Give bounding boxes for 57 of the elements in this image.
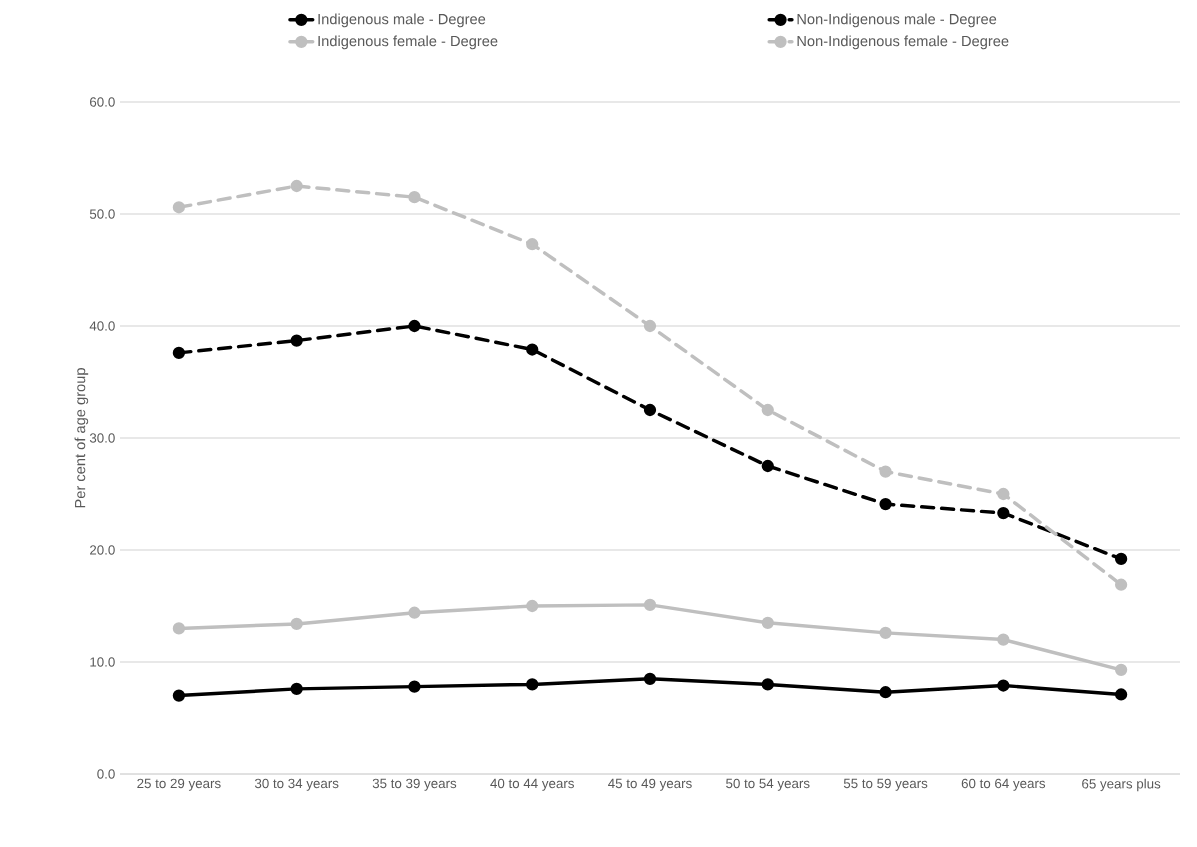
point — [172, 622, 186, 635]
y-tick-label: 0.0 — [97, 769, 115, 779]
x-tick-label: 45 to 49 years — [608, 778, 692, 791]
point — [879, 686, 892, 699]
y-tick-label: 50.0 — [89, 209, 115, 219]
x-tick-label: 60 to 64 years — [961, 778, 1046, 791]
point — [879, 497, 892, 511]
point — [290, 682, 303, 696]
x-tick-label: 55 to 59 years — [843, 778, 928, 791]
point — [172, 689, 186, 702]
legend-label: Indigenous female - Degree — [318, 35, 498, 50]
point — [997, 633, 1010, 646]
point — [172, 201, 186, 214]
point — [997, 506, 1010, 520]
point — [643, 319, 657, 333]
x-tick-label: 30 to 34 years — [254, 778, 339, 791]
point — [643, 403, 657, 417]
point — [997, 679, 1010, 692]
point — [408, 319, 421, 333]
point — [290, 179, 303, 193]
point — [526, 678, 539, 691]
point — [761, 459, 774, 473]
point — [1114, 688, 1128, 701]
point — [526, 599, 539, 613]
point — [879, 465, 892, 478]
point — [761, 678, 774, 691]
point — [526, 343, 539, 356]
point — [408, 680, 421, 693]
point — [408, 606, 421, 619]
x-tick-label: 40 to 44 years — [490, 778, 574, 791]
y-axis-title: Per cent of age group — [74, 368, 89, 508]
point — [761, 403, 774, 417]
y-tick-label: 30.0 — [89, 433, 115, 443]
y-tick-label: 60.0 — [90, 97, 115, 107]
point — [290, 617, 303, 631]
point — [997, 487, 1010, 501]
point — [1114, 578, 1128, 591]
point — [1114, 552, 1128, 566]
point — [172, 346, 186, 360]
x-tick-label: 65 years plus — [1082, 778, 1161, 792]
point — [290, 334, 303, 347]
point — [1114, 663, 1128, 676]
x-tick-label: 35 to 39 years — [372, 778, 457, 791]
point — [761, 616, 774, 629]
point — [643, 598, 657, 612]
point — [526, 238, 539, 251]
legend-label: Non-Indigenous male - Degree — [797, 13, 997, 28]
y-tick-label: 40.0 — [89, 321, 115, 331]
point — [879, 626, 892, 640]
x-tick-label: 50 to 54 years — [726, 778, 810, 791]
point — [643, 672, 657, 685]
legend-label: Non-Indigenous female - Degree — [797, 35, 1009, 50]
legend-label: Indigenous male - Degree — [318, 13, 486, 28]
x-tick-label: 25 to 29 years — [137, 778, 221, 791]
y-tick-label: 10.0 — [90, 657, 115, 667]
point — [408, 191, 421, 204]
y-tick-label: 20.0 — [90, 545, 115, 555]
